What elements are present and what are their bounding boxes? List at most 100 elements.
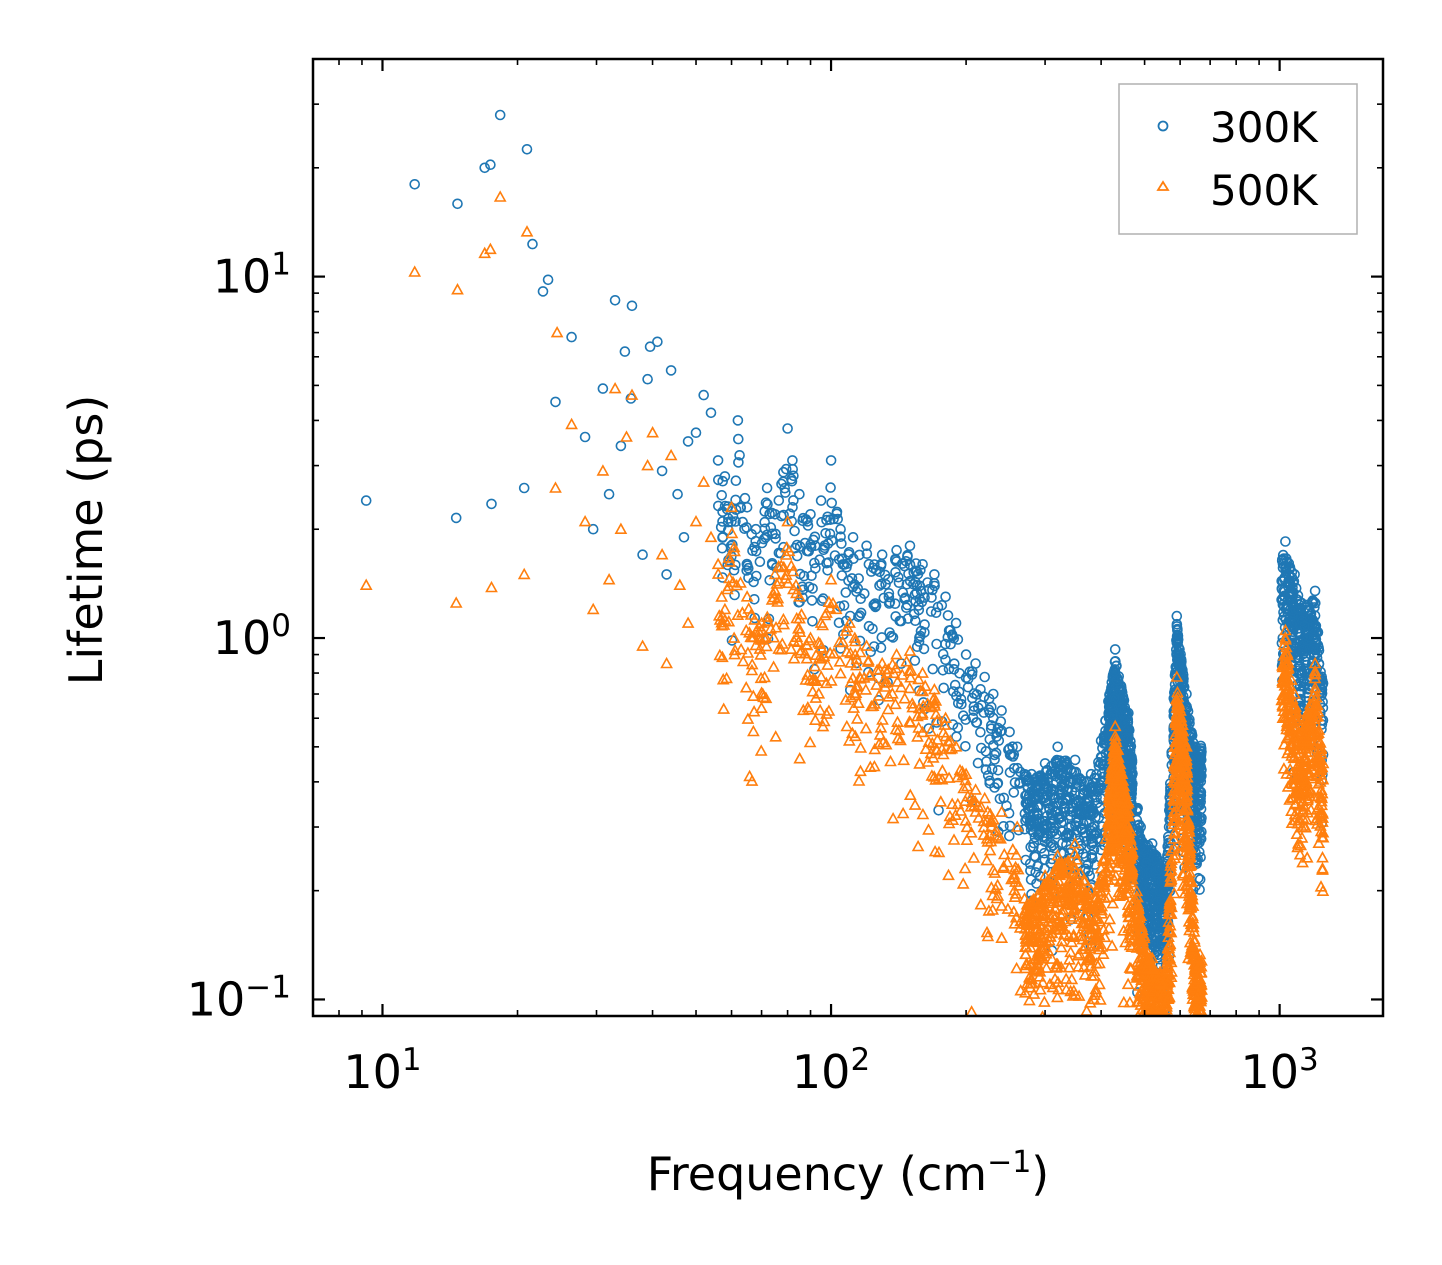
data-point-cloud	[1084, 959, 1098, 971]
data-point-cloud	[918, 643, 930, 655]
data-point	[1095, 735, 1107, 747]
data-point-cloud	[1180, 788, 1194, 801]
data-point-cloud	[1276, 583, 1288, 594]
data-point	[847, 531, 859, 543]
data-point-cloud	[739, 681, 753, 693]
data-point-cloud	[989, 754, 1000, 765]
data-point-cloud	[1080, 851, 1092, 863]
data-point-cloud	[1160, 1040, 1170, 1049]
data-point-cloud	[1068, 901, 1082, 914]
data-point-cloud	[1154, 863, 1166, 875]
series-500K	[359, 190, 1330, 1143]
data-point-cloud	[915, 625, 927, 637]
data-point-cloud	[1184, 942, 1198, 954]
data-point-cloud	[1156, 1033, 1166, 1042]
data-point-cloud	[716, 650, 729, 663]
data-point-cloud	[1156, 1015, 1157, 1016]
data-point-cloud	[1305, 697, 1319, 710]
data-point-cloud	[848, 631, 862, 643]
data-point-cloud	[948, 658, 960, 670]
data-point-cloud	[947, 833, 961, 845]
data-point-cloud	[1308, 685, 1322, 697]
data-point-cloud	[1069, 987, 1082, 1000]
data-point-cloud	[1144, 1049, 1154, 1058]
data-point-cloud	[1194, 1003, 1207, 1015]
data-point-cloud	[1125, 864, 1138, 876]
data-point-cloud	[1077, 915, 1091, 928]
data-point-cloud	[846, 726, 859, 739]
data-point-cloud	[1149, 974, 1163, 986]
data-point-cloud	[1041, 921, 1055, 933]
data-point-cloud	[1116, 880, 1130, 893]
data-point	[1190, 741, 1201, 753]
data-point-cloud	[1007, 905, 1021, 917]
data-point-cloud	[1075, 929, 1089, 942]
data-point-cloud	[831, 508, 843, 520]
data-point-cloud	[764, 622, 778, 634]
data-point-cloud	[774, 559, 788, 571]
data-point-cloud	[1143, 1134, 1153, 1143]
data-point-cloud	[889, 697, 902, 710]
data-point-cloud	[1018, 922, 1032, 934]
data-point-cloud	[863, 760, 877, 773]
data-point-cloud	[983, 843, 997, 856]
data-point-cloud	[1299, 620, 1310, 632]
data-point-cloud	[1087, 992, 1101, 1005]
data-point-cloud	[1056, 865, 1070, 878]
data-point-cloud	[1191, 752, 1203, 764]
data-point-cloud	[912, 672, 925, 685]
data-point-cloud	[980, 853, 994, 866]
data-point-cloud	[732, 433, 744, 445]
data-point-cloud	[779, 487, 791, 498]
data-point-cloud	[930, 714, 944, 726]
data-point-cloud	[717, 475, 729, 487]
data-point-cloud	[787, 463, 799, 475]
data-point-cloud	[825, 482, 836, 493]
data-point-cloud	[1033, 950, 1047, 962]
data-point-cloud	[1093, 977, 1106, 990]
data-point-cloud	[1199, 1015, 1200, 1016]
data-point-cloud	[1051, 990, 1064, 1003]
data-point-cloud	[989, 882, 1003, 894]
data-point-cloud	[1189, 1062, 1199, 1071]
data-point-cloud	[741, 712, 755, 724]
data-point-cloud	[1046, 769, 1058, 780]
data-point-cloud	[747, 545, 758, 557]
data-point-cloud	[1173, 818, 1187, 831]
data-point-cloud	[892, 571, 904, 583]
data-point-cloud	[808, 659, 822, 672]
data-point-cloud	[801, 668, 814, 680]
data-point-cloud	[1050, 792, 1061, 804]
data-point-cloud	[1191, 1026, 1201, 1035]
data-point-cloud	[1310, 817, 1324, 829]
data-point-cloud	[808, 713, 822, 726]
data-point-cloud	[832, 513, 844, 525]
data-point-cloud	[958, 861, 972, 874]
data-point-cloud	[1162, 904, 1176, 916]
data-point-cloud	[960, 740, 971, 752]
data-point-cloud	[1160, 1043, 1170, 1052]
data-point-cloud	[1095, 903, 1109, 916]
data-point-cloud	[1276, 659, 1289, 671]
data-point-cloud	[743, 626, 756, 638]
data-point	[626, 300, 638, 312]
data-point-cloud	[1009, 777, 1021, 788]
data-point-cloud	[766, 586, 780, 599]
data-point-cloud	[898, 692, 912, 704]
data-point-cloud	[840, 587, 852, 598]
data-point-cloud	[1151, 1087, 1161, 1096]
data-point-cloud	[822, 564, 833, 576]
data-point-cloud	[1144, 992, 1157, 1005]
data-point-cloud	[975, 726, 986, 738]
data-point-cloud	[1035, 942, 1049, 955]
data-point-cloud	[1192, 1027, 1202, 1036]
data-point-cloud	[1088, 912, 1102, 924]
data-point-cloud	[1145, 1073, 1155, 1082]
data-point-cloud	[787, 634, 801, 646]
data-point-cloud	[1009, 887, 1023, 899]
data-point	[940, 591, 951, 603]
data-point-cloud	[1164, 872, 1178, 885]
data-point-cloud	[1167, 798, 1181, 810]
data-point-cloud	[1290, 827, 1304, 840]
data-point	[479, 162, 491, 174]
